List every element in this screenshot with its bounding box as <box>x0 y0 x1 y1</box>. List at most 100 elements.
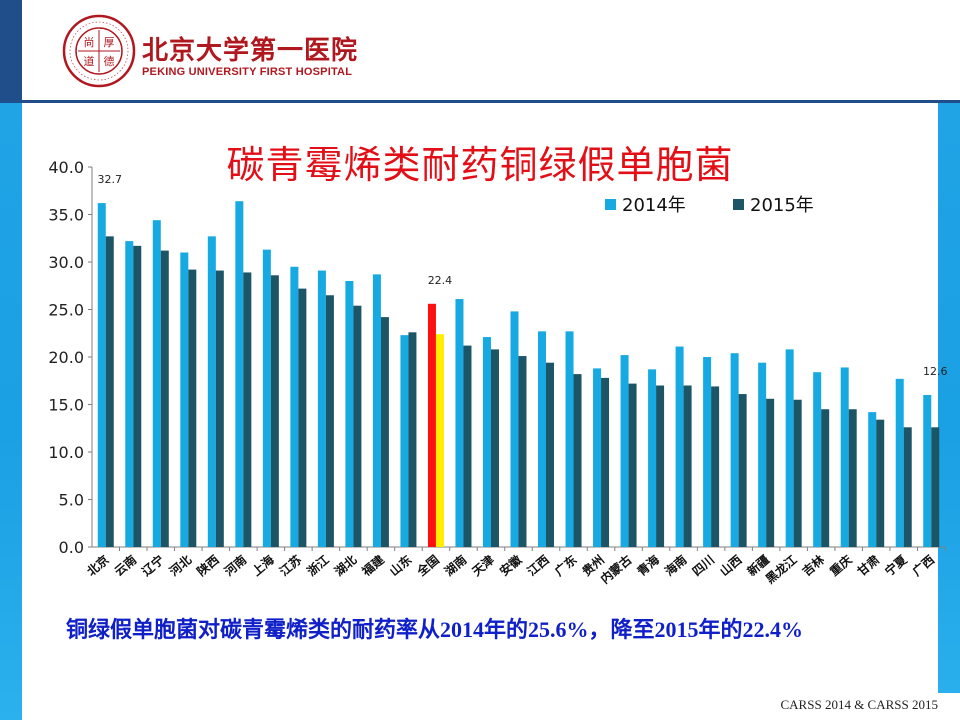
bar-2015 <box>435 334 444 547</box>
x-tick-label: 山东 <box>386 552 414 579</box>
bar-2014 <box>785 349 794 547</box>
bar-2015 <box>215 270 224 547</box>
bar-2015 <box>656 385 665 547</box>
bar-2014 <box>180 252 189 547</box>
bar-2015 <box>766 398 775 547</box>
content-panel <box>22 103 938 693</box>
legend-label: 2015年 <box>750 195 814 216</box>
legend-swatch-2015 <box>733 199 744 210</box>
bar-2015 <box>931 427 940 547</box>
x-tick-label: 福建 <box>358 551 388 579</box>
bar-2014 <box>593 368 602 547</box>
x-tick-label: 北京 <box>84 552 112 579</box>
bar-2014 <box>290 266 299 547</box>
bar-2014 <box>703 357 712 547</box>
bar-2014 <box>648 369 657 547</box>
source-note: CARSS 2014 & CARSS 2015 <box>780 697 939 712</box>
x-tick-label: 全国 <box>413 552 442 580</box>
y-tick-label: 5.0 <box>59 491 84 510</box>
x-tick-label: 吉林 <box>799 552 827 579</box>
x-tick-label: 江西 <box>524 552 552 579</box>
x-tick-label: 河南 <box>220 552 249 580</box>
bar-2015 <box>408 332 417 547</box>
header-rule <box>22 100 960 103</box>
bar-2015 <box>546 362 555 547</box>
y-tick-label: 20.0 <box>48 348 84 367</box>
x-tick-label: 河北 <box>165 552 194 580</box>
bar-2014 <box>97 203 106 547</box>
bar-2014 <box>758 362 767 547</box>
bar-2015 <box>463 345 472 547</box>
bar-2015 <box>325 295 334 547</box>
bar-2015 <box>821 409 830 547</box>
y-tick-label: 15.0 <box>48 396 84 415</box>
x-tick-label: 广西 <box>909 552 937 579</box>
y-tick-label: 40.0 <box>48 158 84 177</box>
x-tick-label: 青海 <box>634 552 662 579</box>
bar-2015 <box>683 385 692 547</box>
bar-2015 <box>903 427 912 547</box>
y-tick-label: 30.0 <box>48 253 84 272</box>
chart-title: 碳青霉烯类耐药铜绿假单胞菌 <box>226 143 734 187</box>
y-tick-label: 35.0 <box>48 206 84 225</box>
bar-2014 <box>675 346 684 547</box>
bar-2014 <box>207 236 216 547</box>
seal-char: 厚 <box>104 36 115 49</box>
x-tick-label: 海南 <box>661 552 689 579</box>
header-accent <box>0 0 22 103</box>
header-band <box>0 0 960 100</box>
x-tick-label: 内蒙古 <box>597 552 634 587</box>
bar-2015 <box>270 275 279 547</box>
seal-char: 尚 <box>84 35 95 49</box>
x-tick-label: 四川 <box>690 553 717 579</box>
legend-label: 2014年 <box>622 195 686 216</box>
hospital-seal-logo: 尚 厚 道 德 <box>62 14 136 92</box>
bar-2015 <box>628 383 637 547</box>
bar-2014 <box>538 331 547 547</box>
bar-2015 <box>243 272 252 547</box>
bar-2014 <box>923 395 932 547</box>
y-tick-label: 10.0 <box>48 443 84 462</box>
hospital-name-en: PEKING UNIVERSITY FIRST HOSPITAL <box>142 66 353 78</box>
x-tick-label: 陕西 <box>194 552 222 579</box>
bar-2014 <box>317 270 326 547</box>
bar-2015 <box>738 394 747 547</box>
x-tick-label: 广东 <box>551 552 579 579</box>
legend-swatch-2014 <box>605 199 616 210</box>
bar-2015 <box>573 374 582 547</box>
bar-2015 <box>353 305 362 547</box>
bar-2014 <box>455 299 464 547</box>
bar-2015 <box>711 386 720 547</box>
bar-2015 <box>133 245 142 547</box>
x-tick-label: 辽宁 <box>139 552 167 579</box>
bar-2015 <box>298 288 307 547</box>
bar-2014 <box>868 412 877 547</box>
bar-2014 <box>235 201 244 547</box>
bar-2014 <box>813 372 822 547</box>
y-tick-label: 25.0 <box>48 301 84 320</box>
bar-2015 <box>518 356 527 547</box>
bar-2015 <box>160 250 169 547</box>
bar-2014 <box>565 331 574 547</box>
chart-caption: 铜绿假单胞菌对碳青霉烯类的耐药率从2014年的25.6%，降至2015年的22.… <box>66 617 804 642</box>
bar-2014 <box>427 303 436 547</box>
bar-2015 <box>380 317 389 547</box>
y-tick-label: 0.0 <box>59 538 84 557</box>
bar-2014 <box>730 353 739 547</box>
x-tick-label: 云南 <box>111 552 139 579</box>
footer-strip <box>22 693 960 720</box>
seal-icon: 尚 厚 道 德 <box>62 14 136 88</box>
x-tick-label: 上海 <box>249 552 277 579</box>
bar-2015 <box>601 377 610 547</box>
bar-2014 <box>345 281 354 547</box>
bar-2015 <box>793 399 802 547</box>
hospital-name-cn: 北京大学第一医院 <box>142 36 359 66</box>
x-tick-label: 浙江 <box>304 552 332 579</box>
bar-2015 <box>876 419 885 547</box>
data-label: 32.7 <box>98 173 123 186</box>
x-tick-label: 湖北 <box>331 552 359 579</box>
bar-2014 <box>262 249 271 547</box>
bar-2014 <box>510 311 519 547</box>
x-tick-label: 江苏 <box>276 552 304 579</box>
